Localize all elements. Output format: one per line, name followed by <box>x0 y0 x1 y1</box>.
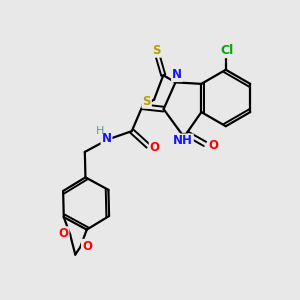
Text: O: O <box>208 139 218 152</box>
Text: S: S <box>152 44 161 57</box>
Text: N: N <box>172 68 182 81</box>
Text: O: O <box>82 240 92 253</box>
Text: H: H <box>95 126 104 136</box>
Text: S: S <box>142 94 151 108</box>
Text: N: N <box>101 132 112 146</box>
Text: O: O <box>150 141 160 154</box>
Text: Cl: Cl <box>221 44 234 57</box>
Text: O: O <box>58 227 69 240</box>
Text: NH: NH <box>173 134 193 147</box>
